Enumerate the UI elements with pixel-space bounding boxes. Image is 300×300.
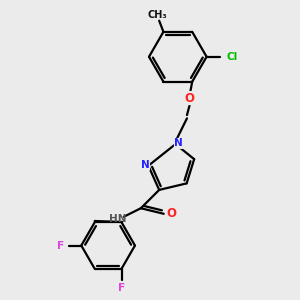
Text: N: N <box>174 139 183 148</box>
Text: Cl: Cl <box>227 52 238 62</box>
Text: F: F <box>57 241 64 250</box>
Text: CH₃: CH₃ <box>148 10 167 20</box>
Text: O: O <box>166 207 176 220</box>
Text: HN: HN <box>109 214 127 224</box>
Text: O: O <box>184 92 195 105</box>
Text: N: N <box>141 160 149 170</box>
Text: F: F <box>118 284 125 293</box>
